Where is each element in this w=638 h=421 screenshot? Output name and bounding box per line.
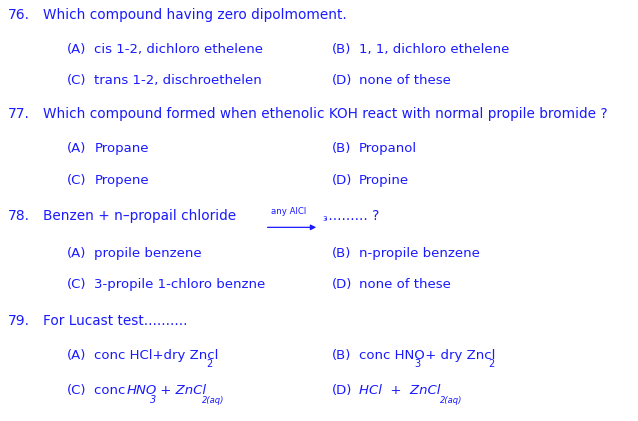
Text: conc HNO: conc HNO <box>359 349 425 362</box>
Text: conc: conc <box>94 384 130 397</box>
Text: Propene: Propene <box>94 174 149 187</box>
Text: (C): (C) <box>67 74 87 87</box>
Text: none of these: none of these <box>359 278 451 291</box>
Text: n-propile benzene: n-propile benzene <box>359 247 480 260</box>
Text: 2: 2 <box>488 359 494 369</box>
Text: (A): (A) <box>67 43 86 56</box>
Text: (C): (C) <box>67 278 87 291</box>
Text: propile benzene: propile benzene <box>94 247 202 260</box>
Text: (A): (A) <box>67 349 86 362</box>
Text: (A): (A) <box>67 247 86 260</box>
Text: 77.: 77. <box>8 107 29 121</box>
Text: (D): (D) <box>332 384 352 397</box>
Text: 78.: 78. <box>8 209 29 223</box>
Text: trans 1-2, dischroethelen: trans 1-2, dischroethelen <box>94 74 262 87</box>
Text: Which compound having zero dipolmoment.: Which compound having zero dipolmoment. <box>43 8 347 22</box>
Text: 3: 3 <box>415 359 421 369</box>
Text: HCl  +  ZnCl: HCl + ZnCl <box>359 384 441 397</box>
Text: Which compound formed when ethenolic KOH react with normal propile bromide ?: Which compound formed when ethenolic KOH… <box>43 107 608 121</box>
Text: 3: 3 <box>150 395 156 405</box>
Text: any AlCl: any AlCl <box>271 207 306 216</box>
Text: Benzen + n–propail chloride: Benzen + n–propail chloride <box>43 209 237 223</box>
Text: (B): (B) <box>332 142 351 155</box>
Text: (C): (C) <box>67 384 87 397</box>
Text: Propane: Propane <box>94 142 149 155</box>
Text: conc HCl+dry Zncl: conc HCl+dry Zncl <box>94 349 219 362</box>
Text: 2: 2 <box>206 359 212 369</box>
Text: 76.: 76. <box>8 8 29 22</box>
Text: (A): (A) <box>67 142 86 155</box>
Text: (B): (B) <box>332 247 351 260</box>
Text: .......... ?: .......... ? <box>324 209 380 223</box>
Text: (D): (D) <box>332 74 352 87</box>
Text: + dry Zncl: + dry Zncl <box>421 349 496 362</box>
Text: 3: 3 <box>323 216 327 222</box>
Text: (C): (C) <box>67 174 87 187</box>
Text: 79.: 79. <box>8 314 29 328</box>
Text: (D): (D) <box>332 278 352 291</box>
Text: 2(aq): 2(aq) <box>202 396 225 405</box>
Text: (B): (B) <box>332 43 351 56</box>
Text: For Lucast test..........: For Lucast test.......... <box>43 314 188 328</box>
Text: (B): (B) <box>332 349 351 362</box>
Text: cis 1-2, dichloro ethelene: cis 1-2, dichloro ethelene <box>94 43 263 56</box>
Text: 1, 1, dichloro ethelene: 1, 1, dichloro ethelene <box>359 43 510 56</box>
Text: (D): (D) <box>332 174 352 187</box>
Text: 3-propile 1-chloro benzne: 3-propile 1-chloro benzne <box>94 278 265 291</box>
Text: HNO: HNO <box>126 384 156 397</box>
Text: + ZnCl: + ZnCl <box>156 384 206 397</box>
Text: none of these: none of these <box>359 74 451 87</box>
Text: 2(aq): 2(aq) <box>440 396 463 405</box>
Text: Propine: Propine <box>359 174 410 187</box>
Text: Propanol: Propanol <box>359 142 417 155</box>
